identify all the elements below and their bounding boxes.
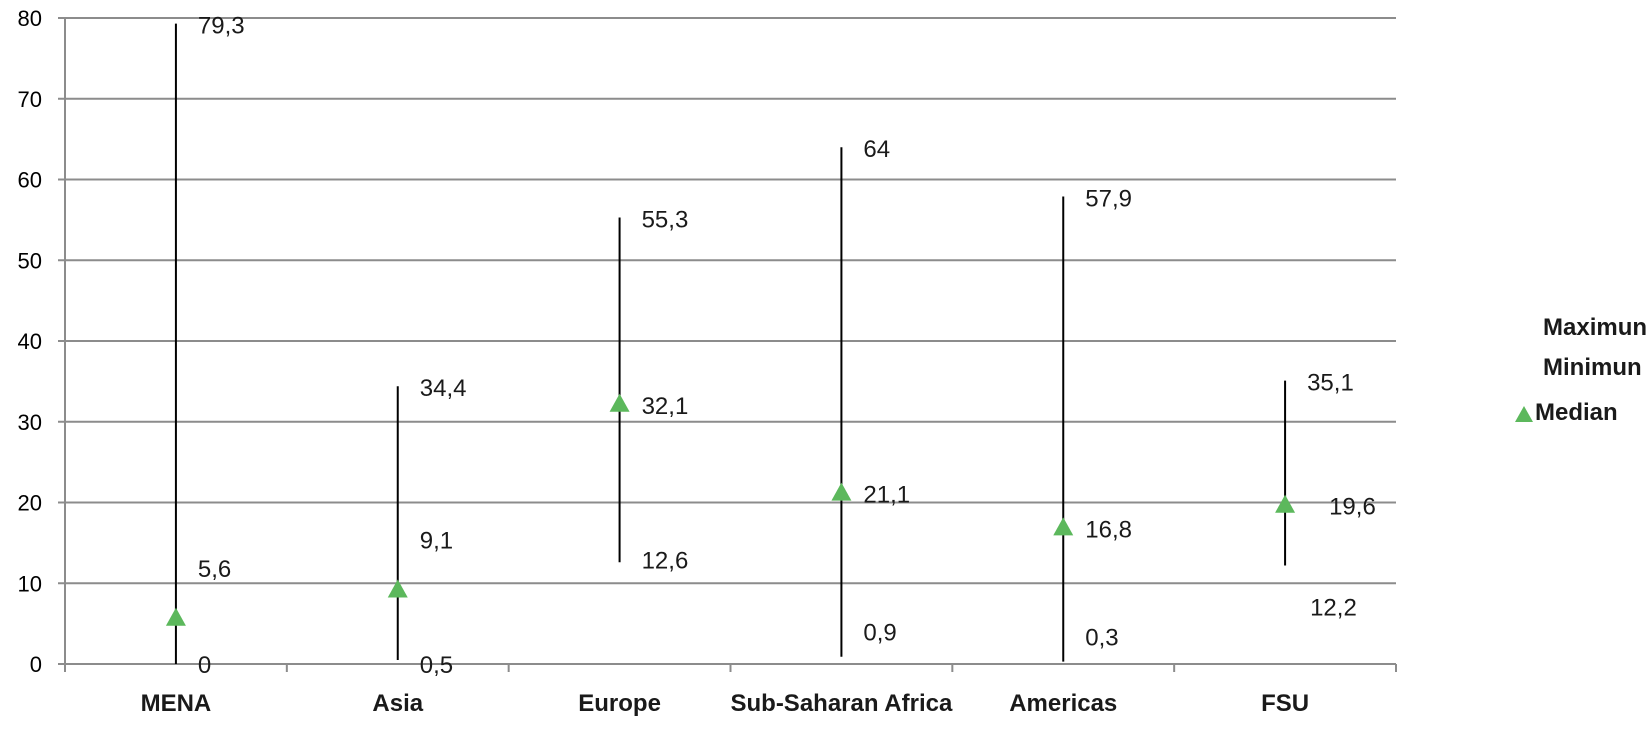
- median-marker: [1053, 517, 1074, 536]
- legend-min: Minimun: [1543, 354, 1642, 381]
- median-marker: [387, 579, 408, 598]
- y-tick-label: 70: [18, 87, 42, 112]
- y-tick-label: 80: [18, 6, 42, 31]
- range-lines: [174, 23, 1287, 664]
- median-label: 9,1: [420, 528, 453, 555]
- median-marker: [609, 393, 630, 412]
- max-label: 35,1: [1307, 370, 1354, 397]
- data-labels: 79,3 5,6 0 34,4 9,1 0,5 55,3 32,1 12,6 64 21,1 0,9 5…: [198, 13, 1376, 679]
- min-label: 0,9: [863, 620, 896, 647]
- min-label: 0,3: [1085, 625, 1118, 652]
- y-tick-label: 30: [18, 410, 42, 435]
- min-label: 0: [198, 652, 211, 679]
- y-tick-label: 20: [18, 491, 42, 516]
- x-category-label: FSU: [1261, 690, 1309, 717]
- x-category-label: Americas: [1009, 690, 1117, 717]
- y-tick-label: 10: [18, 571, 42, 596]
- x-category-label: Europe: [578, 690, 661, 717]
- x-category-label: Asia: [372, 690, 423, 717]
- median-label: 21,1: [863, 482, 910, 509]
- median-label: 16,8: [1085, 516, 1132, 543]
- max-label: 57,9: [1085, 185, 1132, 212]
- axes: 0 10 20 30 40 50 60 70 80 MENA Asia Europe Sub-Sahar…: [18, 6, 1397, 717]
- median-label: 5,6: [198, 556, 231, 583]
- legend-median: Median: [1535, 399, 1618, 426]
- min-label: 12,2: [1310, 594, 1357, 621]
- x-category-label: MENA: [141, 690, 212, 717]
- y-tick-label: 0: [30, 652, 42, 677]
- max-label: 55,3: [642, 206, 689, 233]
- y-tick-label: 50: [18, 248, 42, 273]
- min-label: 12,6: [642, 547, 689, 574]
- legend-max: Maximun: [1543, 314, 1646, 341]
- legend-median-marker: [1515, 406, 1533, 422]
- median-label: 32,1: [642, 393, 689, 420]
- median-label: 19,6: [1329, 494, 1376, 521]
- min-label: 0,5: [420, 652, 453, 679]
- max-label: 34,4: [420, 375, 467, 402]
- median-marker: [1275, 494, 1296, 513]
- max-label: 79,3: [198, 13, 245, 40]
- median-marker: [165, 607, 186, 626]
- gridlines: [65, 17, 1396, 585]
- median-marker: [831, 482, 852, 501]
- legend: Maximun Minimun Median: [1515, 314, 1646, 426]
- y-tick-label: 60: [18, 168, 42, 193]
- x-category-label: Sub-Saharan Africa: [730, 690, 952, 717]
- max-label: 64: [863, 136, 890, 163]
- y-tick-label: 40: [18, 329, 42, 354]
- median-markers: [165, 393, 1296, 626]
